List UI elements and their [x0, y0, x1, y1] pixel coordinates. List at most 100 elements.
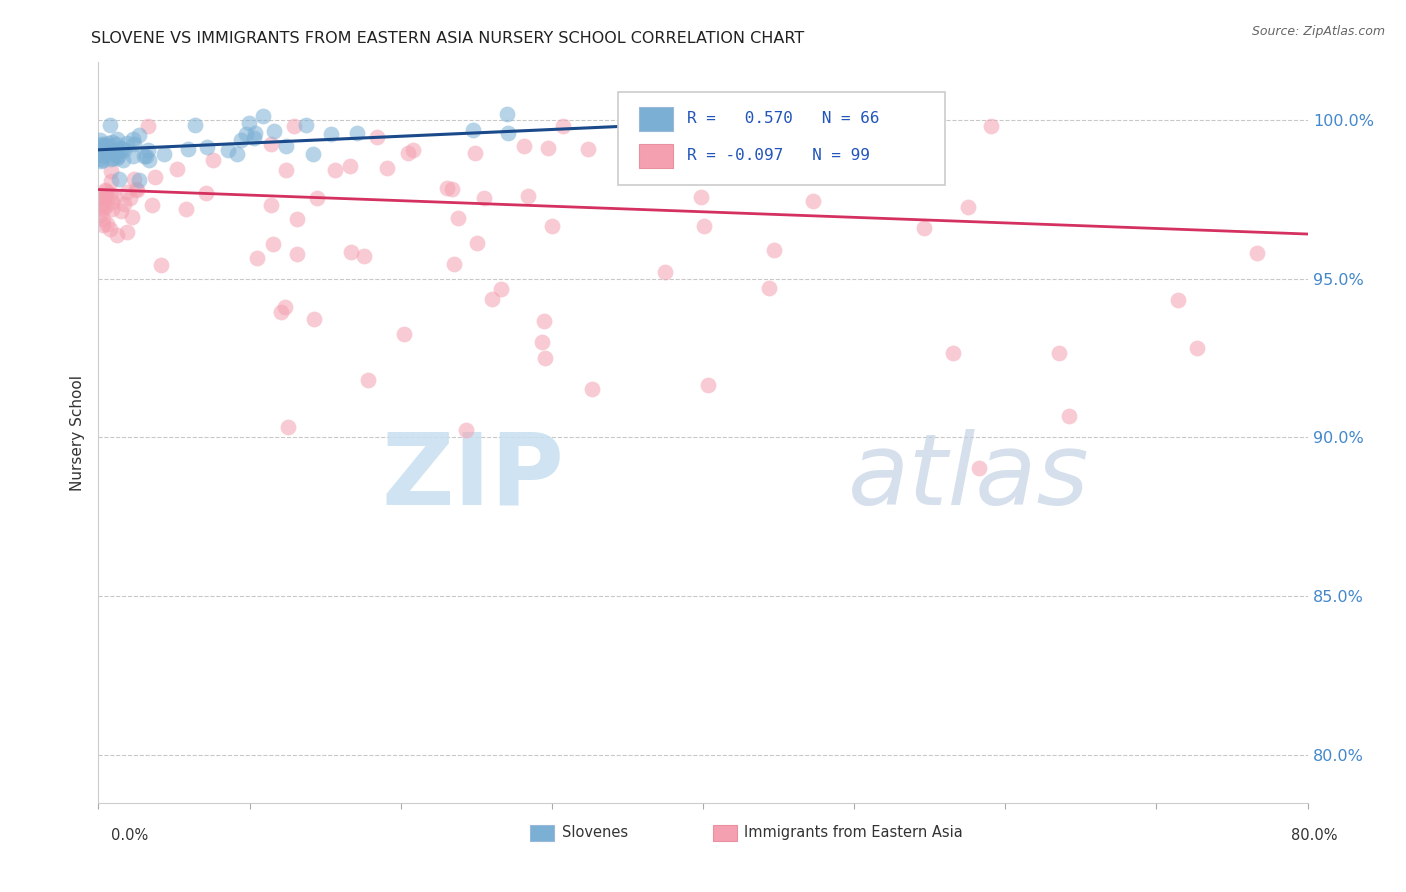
Point [96, 138, 118, 153]
Point [141, 197, 163, 211]
Point [111, 153, 134, 167]
Point [238, 116, 260, 130]
Point [112, 197, 135, 211]
Point [128, 128, 150, 142]
Text: R =   0.570   N = 66: R = 0.570 N = 66 [688, 112, 880, 126]
Point [101, 194, 124, 209]
Point [463, 122, 485, 136]
Point [464, 146, 486, 161]
Point [104, 136, 127, 151]
Point [440, 182, 463, 196]
Point [581, 382, 603, 396]
Point [396, 145, 419, 160]
Point [105, 147, 128, 161]
Point [89, 133, 111, 147]
Point [654, 107, 676, 121]
Point [534, 351, 557, 366]
Point [89, 191, 111, 205]
Point [100, 186, 122, 201]
Point [104, 189, 127, 203]
Point [285, 212, 308, 227]
Point [94, 183, 117, 197]
Point [496, 107, 519, 121]
Point [96, 217, 118, 231]
Point [112, 143, 135, 157]
Text: atlas: atlas [848, 428, 1090, 525]
Point [136, 119, 159, 133]
Bar [638, 107, 673, 131]
Point [125, 182, 148, 196]
Point [174, 202, 197, 217]
Point [956, 200, 979, 214]
Point [616, 128, 638, 142]
Point [245, 126, 267, 140]
Point [94, 187, 117, 202]
Point [1167, 293, 1189, 307]
Point [136, 143, 159, 157]
Point [245, 252, 267, 266]
Point [235, 128, 257, 142]
Point [91, 136, 114, 151]
Point [110, 141, 132, 155]
Point [436, 180, 458, 194]
Point [90, 154, 112, 169]
Point [357, 373, 380, 387]
Point [135, 149, 157, 163]
Point [91, 202, 114, 216]
Point [496, 126, 519, 140]
Point [229, 133, 252, 147]
Point [115, 225, 138, 239]
Point [537, 141, 560, 155]
Point [115, 185, 138, 199]
Point [100, 174, 122, 188]
Point [108, 171, 131, 186]
Point [277, 419, 299, 434]
Point [319, 127, 342, 141]
Point [801, 194, 824, 208]
Point [274, 139, 297, 153]
Text: Source: ZipAtlas.com: Source: ZipAtlas.com [1251, 25, 1385, 38]
Point [107, 228, 129, 243]
Point [89, 208, 111, 222]
Point [105, 143, 128, 157]
Point [110, 204, 132, 219]
Point [107, 149, 129, 163]
Point [226, 146, 249, 161]
Point [153, 147, 176, 161]
Point [553, 119, 575, 133]
Point [340, 244, 363, 259]
Point [91, 145, 114, 159]
Point [176, 142, 198, 156]
Point [263, 124, 285, 138]
Point [339, 159, 361, 173]
Point [1057, 409, 1080, 424]
Point [513, 139, 536, 153]
Point [1185, 342, 1208, 356]
Point [283, 119, 305, 133]
Point [89, 146, 111, 161]
Bar [638, 144, 673, 169]
Point [201, 153, 224, 167]
Point [91, 198, 114, 212]
Point [531, 334, 554, 349]
Text: 0.0%: 0.0% [111, 828, 148, 843]
Point [346, 126, 368, 140]
Point [252, 109, 274, 123]
Point [115, 136, 138, 150]
Point [980, 119, 1002, 133]
Point [120, 191, 142, 205]
Point [912, 220, 935, 235]
Point [122, 136, 145, 151]
Point [697, 377, 720, 392]
Point [89, 152, 111, 166]
Point [353, 249, 375, 263]
Point [89, 199, 111, 213]
Point [143, 169, 166, 184]
Point [323, 162, 346, 177]
Point [96, 139, 118, 153]
Point [194, 186, 217, 200]
Point [967, 461, 990, 475]
Point [150, 258, 173, 272]
Point [100, 152, 122, 166]
Point [91, 153, 114, 167]
